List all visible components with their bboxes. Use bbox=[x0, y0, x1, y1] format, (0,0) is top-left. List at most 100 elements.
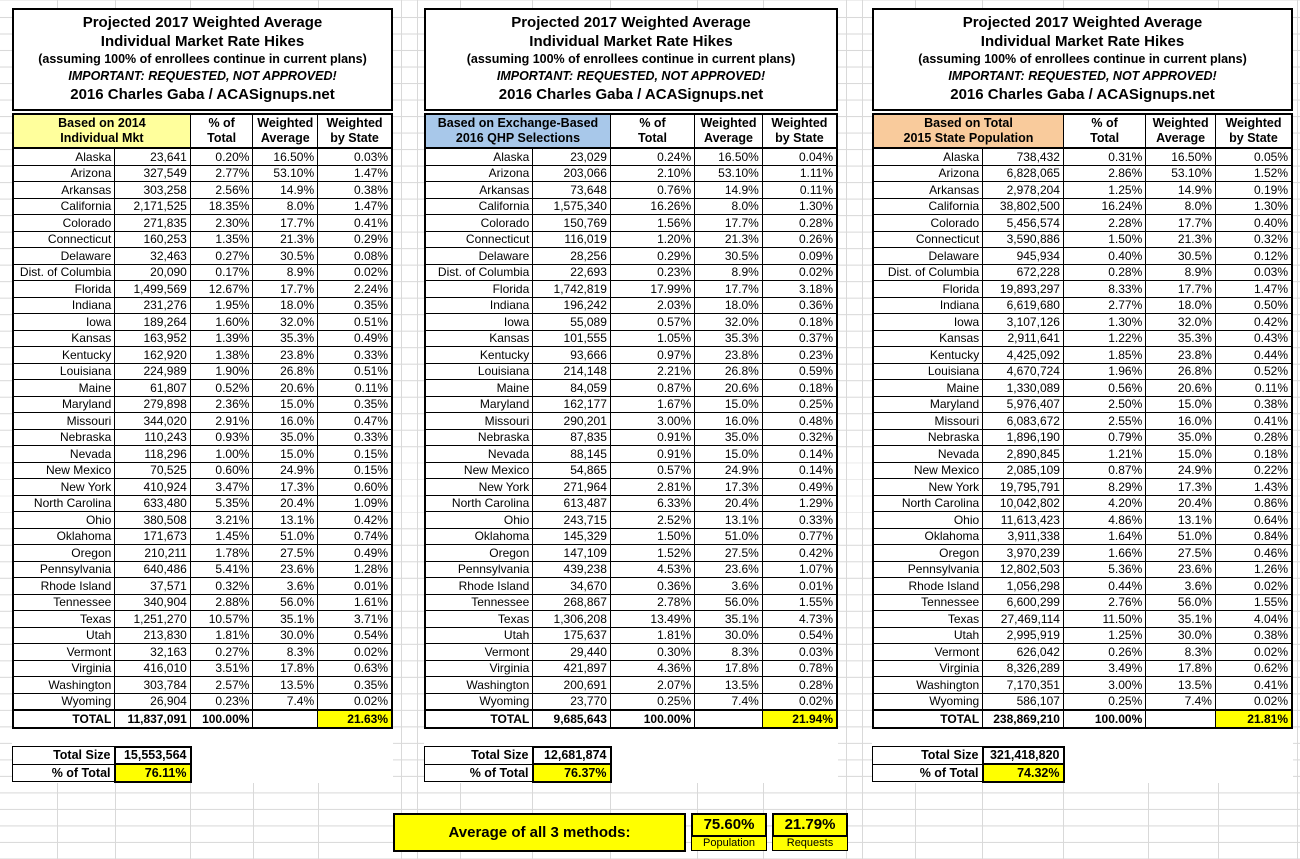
state-cell[interactable]: Arkansas bbox=[12, 181, 116, 199]
pct-cell[interactable]: 0.40% bbox=[1062, 247, 1147, 265]
value-cell[interactable]: 279,898 bbox=[114, 395, 191, 413]
state-cell[interactable]: Wyoming bbox=[424, 692, 534, 711]
wavg-cell[interactable]: 53.10% bbox=[1145, 164, 1216, 182]
pct-cell[interactable]: 13.49% bbox=[609, 610, 696, 628]
wavg-cell[interactable]: 30.5% bbox=[252, 247, 319, 265]
value-cell[interactable]: 110,243 bbox=[114, 428, 191, 446]
wstate-cell[interactable]: 2.24% bbox=[317, 280, 393, 298]
pct-of-total-value[interactable]: 76.37% bbox=[531, 763, 612, 783]
wstate-cell[interactable]: 0.54% bbox=[761, 626, 838, 644]
wavg-cell[interactable]: 20.4% bbox=[694, 494, 763, 512]
total-wavg-empty[interactable] bbox=[1145, 709, 1216, 728]
wstate-cell[interactable]: 0.49% bbox=[317, 544, 393, 562]
state-cell[interactable]: New York bbox=[12, 478, 116, 496]
pct-cell[interactable]: 1.30% bbox=[1062, 313, 1147, 331]
pct-cell[interactable]: 0.31% bbox=[1062, 147, 1147, 166]
state-cell[interactable]: New Mexico bbox=[424, 461, 534, 479]
pct-cell[interactable]: 1.90% bbox=[189, 362, 254, 380]
wavg-cell[interactable]: 3.6% bbox=[252, 577, 319, 595]
state-cell[interactable]: Wyoming bbox=[872, 692, 984, 711]
value-cell[interactable]: 2,911,641 bbox=[982, 329, 1064, 347]
value-cell[interactable]: 1,251,270 bbox=[114, 610, 191, 628]
pct-cell[interactable]: 1.45% bbox=[189, 527, 254, 545]
wstate-cell[interactable]: 0.08% bbox=[317, 247, 393, 265]
pct-cell[interactable]: 11.50% bbox=[1062, 610, 1147, 628]
value-cell[interactable]: 19,795,791 bbox=[982, 478, 1064, 496]
pct-cell[interactable]: 1.25% bbox=[1062, 626, 1147, 644]
state-cell[interactable]: California bbox=[424, 197, 534, 215]
wavg-cell[interactable]: 15.0% bbox=[1145, 445, 1216, 463]
wstate-cell[interactable]: 0.84% bbox=[1214, 527, 1293, 545]
wstate-cell[interactable]: 0.02% bbox=[761, 263, 838, 281]
wstate-cell[interactable]: 0.03% bbox=[761, 643, 838, 661]
wavg-cell[interactable]: 17.7% bbox=[694, 280, 763, 298]
wstate-cell[interactable]: 0.42% bbox=[317, 511, 393, 529]
wavg-cell[interactable]: 35.3% bbox=[252, 329, 319, 347]
pct-cell[interactable]: 2.88% bbox=[189, 593, 254, 611]
state-cell[interactable]: Nevada bbox=[872, 445, 984, 463]
wstate-cell[interactable]: 1.07% bbox=[761, 560, 838, 578]
value-cell[interactable]: 5,976,407 bbox=[982, 395, 1064, 413]
col-header-pct-of-total[interactable]: % of Total bbox=[609, 113, 696, 149]
value-cell[interactable]: 118,296 bbox=[114, 445, 191, 463]
wavg-cell[interactable]: 17.7% bbox=[252, 280, 319, 298]
value-cell[interactable]: 672,228 bbox=[982, 263, 1064, 281]
wavg-cell[interactable]: 3.6% bbox=[1145, 577, 1216, 595]
pct-cell[interactable]: 2.28% bbox=[1062, 214, 1147, 232]
state-cell[interactable]: Kentucky bbox=[424, 346, 534, 364]
state-cell[interactable]: Virginia bbox=[872, 659, 984, 677]
value-cell[interactable]: 231,276 bbox=[114, 296, 191, 314]
state-cell[interactable]: Ohio bbox=[872, 511, 984, 529]
pct-cell[interactable]: 1.81% bbox=[189, 626, 254, 644]
pct-cell[interactable]: 2.10% bbox=[609, 164, 696, 182]
wstate-cell[interactable]: 0.42% bbox=[1214, 313, 1293, 331]
wavg-cell[interactable]: 51.0% bbox=[1145, 527, 1216, 545]
wstate-cell[interactable]: 1.30% bbox=[1214, 197, 1293, 215]
wstate-cell[interactable]: 0.62% bbox=[1214, 659, 1293, 677]
wavg-cell[interactable]: 23.8% bbox=[694, 346, 763, 364]
value-cell[interactable]: 116,019 bbox=[532, 230, 611, 248]
category-header[interactable]: Based on Total 2015 State Population bbox=[872, 113, 1064, 149]
pct-cell[interactable]: 17.99% bbox=[609, 280, 696, 298]
state-cell[interactable]: North Carolina bbox=[12, 494, 116, 512]
requests-average-value[interactable]: 21.79% bbox=[772, 813, 848, 837]
wavg-cell[interactable]: 23.8% bbox=[1145, 346, 1216, 364]
state-cell[interactable]: Utah bbox=[12, 626, 116, 644]
value-cell[interactable]: 626,042 bbox=[982, 643, 1064, 661]
wstate-cell[interactable]: 0.42% bbox=[761, 544, 838, 562]
wavg-cell[interactable]: 16.50% bbox=[694, 147, 763, 166]
state-cell[interactable]: Arizona bbox=[424, 164, 534, 182]
wavg-cell[interactable]: 8.0% bbox=[1145, 197, 1216, 215]
state-cell[interactable]: Vermont bbox=[424, 643, 534, 661]
state-cell[interactable]: Virginia bbox=[424, 659, 534, 677]
value-cell[interactable]: 340,904 bbox=[114, 593, 191, 611]
wavg-cell[interactable]: 30.0% bbox=[252, 626, 319, 644]
pct-cell[interactable]: 0.57% bbox=[609, 461, 696, 479]
state-cell[interactable]: Nevada bbox=[424, 445, 534, 463]
value-cell[interactable]: 175,637 bbox=[532, 626, 611, 644]
pct-cell[interactable]: 1.56% bbox=[609, 214, 696, 232]
wstate-cell[interactable]: 1.26% bbox=[1214, 560, 1293, 578]
wstate-cell[interactable]: 0.40% bbox=[1214, 214, 1293, 232]
wstate-cell[interactable]: 0.02% bbox=[1214, 577, 1293, 595]
wstate-cell[interactable]: 1.11% bbox=[761, 164, 838, 182]
value-cell[interactable]: 214,148 bbox=[532, 362, 611, 380]
wavg-cell[interactable]: 56.0% bbox=[1145, 593, 1216, 611]
pct-cell[interactable]: 2.03% bbox=[609, 296, 696, 314]
value-cell[interactable]: 6,083,672 bbox=[982, 412, 1064, 430]
total-wavg-empty[interactable] bbox=[252, 709, 319, 728]
category-header[interactable]: Based on Exchange-Based 2016 QHP Selecti… bbox=[424, 113, 611, 149]
value-cell[interactable]: 88,145 bbox=[532, 445, 611, 463]
wstate-cell[interactable]: 0.28% bbox=[761, 676, 838, 694]
wavg-cell[interactable]: 8.9% bbox=[252, 263, 319, 281]
state-cell[interactable]: Texas bbox=[12, 610, 116, 628]
value-cell[interactable]: 32,163 bbox=[114, 643, 191, 661]
pct-cell[interactable]: 0.91% bbox=[609, 445, 696, 463]
value-cell[interactable]: 613,487 bbox=[532, 494, 611, 512]
wstate-cell[interactable]: 0.60% bbox=[317, 478, 393, 496]
pct-cell[interactable]: 4.20% bbox=[1062, 494, 1147, 512]
wstate-cell[interactable]: 1.61% bbox=[317, 593, 393, 611]
wstate-cell[interactable]: 0.25% bbox=[761, 395, 838, 413]
wstate-cell[interactable]: 0.11% bbox=[1214, 379, 1293, 397]
state-cell[interactable]: Oregon bbox=[424, 544, 534, 562]
